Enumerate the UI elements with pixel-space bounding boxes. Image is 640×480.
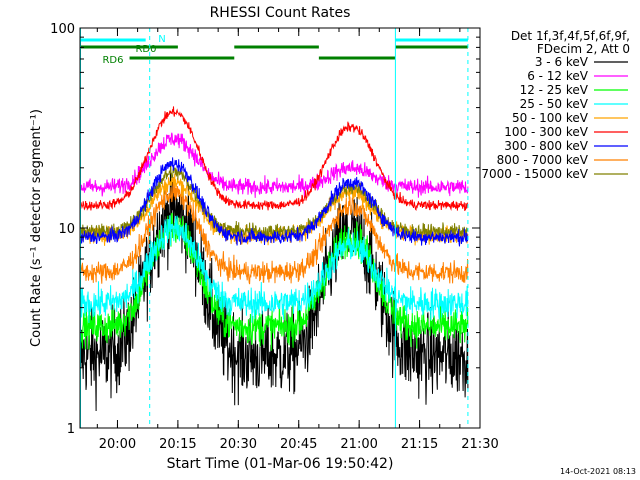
- x-tick-label: 20:15: [159, 437, 196, 452]
- x-tick-label: 21:15: [401, 437, 438, 452]
- flag-label-n: N: [158, 34, 165, 45]
- legend: Det 1f,3f,4f,5f,6f,9f, FDecim 2, Att 0 3…: [481, 29, 630, 181]
- chart-title: RHESSI Count Rates: [210, 5, 351, 21]
- y-tick-label: 10: [58, 222, 75, 237]
- flag-label-rd6: RD6: [102, 55, 123, 66]
- legend-label: 100 - 300 keV: [504, 125, 588, 139]
- y-tick-label: 1: [67, 422, 75, 437]
- x-axis-label: Start Time (01-Mar-06 19:50:42): [167, 456, 394, 472]
- x-tick-label: 21:30: [461, 437, 498, 452]
- series-line-6to12keV: [80, 132, 469, 198]
- x-tick-label: 20:00: [99, 437, 136, 452]
- x-tick-label: 20:30: [220, 437, 257, 452]
- legend-label: 50 - 100 keV: [512, 111, 589, 125]
- x-tick-label: 21:00: [340, 437, 377, 452]
- generation-timestamp: 14-Oct-2021 08:13: [560, 467, 636, 476]
- legend-label: 7000 - 15000 keV: [481, 167, 588, 181]
- flag-label-rd0: RD0: [135, 44, 156, 55]
- series-lines: [80, 106, 469, 412]
- x-tick-label: 20:45: [280, 437, 317, 452]
- series-line-800to7000keV: [80, 180, 469, 285]
- legend-label: 6 - 12 keV: [527, 69, 589, 83]
- y-tick-label: 100: [50, 22, 75, 37]
- legend-label: 3 - 6 keV: [535, 55, 589, 69]
- legend-label: 25 - 50 keV: [520, 97, 589, 111]
- legend-label: 800 - 7000 keV: [497, 153, 589, 167]
- series-line-25to50keV: [80, 215, 469, 324]
- x-axis: 20:00 20:15 20:30 20:45 21:00 21:15 21:30: [96, 28, 499, 452]
- legend-header-line-2: FDecim 2, Att 0: [537, 42, 630, 56]
- legend-label: 300 - 800 keV: [504, 139, 588, 153]
- y-axis: 1 10 100: [50, 22, 480, 437]
- legend-header-line-1: Det 1f,3f,4f,5f,6f,9f,: [511, 29, 630, 43]
- y-axis-label: Count Rate (s⁻¹ detector segment⁻¹): [29, 109, 44, 347]
- legend-label: 12 - 25 keV: [520, 83, 589, 97]
- series-line-100to300keV: [80, 106, 469, 212]
- series-line-300to800keV: [80, 157, 469, 247]
